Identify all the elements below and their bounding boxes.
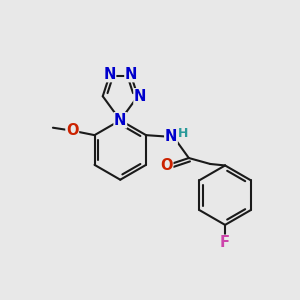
Text: N: N [103,67,116,82]
Text: N: N [165,129,177,144]
Text: N: N [114,113,127,128]
Text: O: O [66,123,79,138]
Text: O: O [160,158,173,173]
Text: H: H [178,127,188,140]
Text: F: F [220,235,230,250]
Text: N: N [134,89,146,104]
Text: N: N [125,67,137,82]
